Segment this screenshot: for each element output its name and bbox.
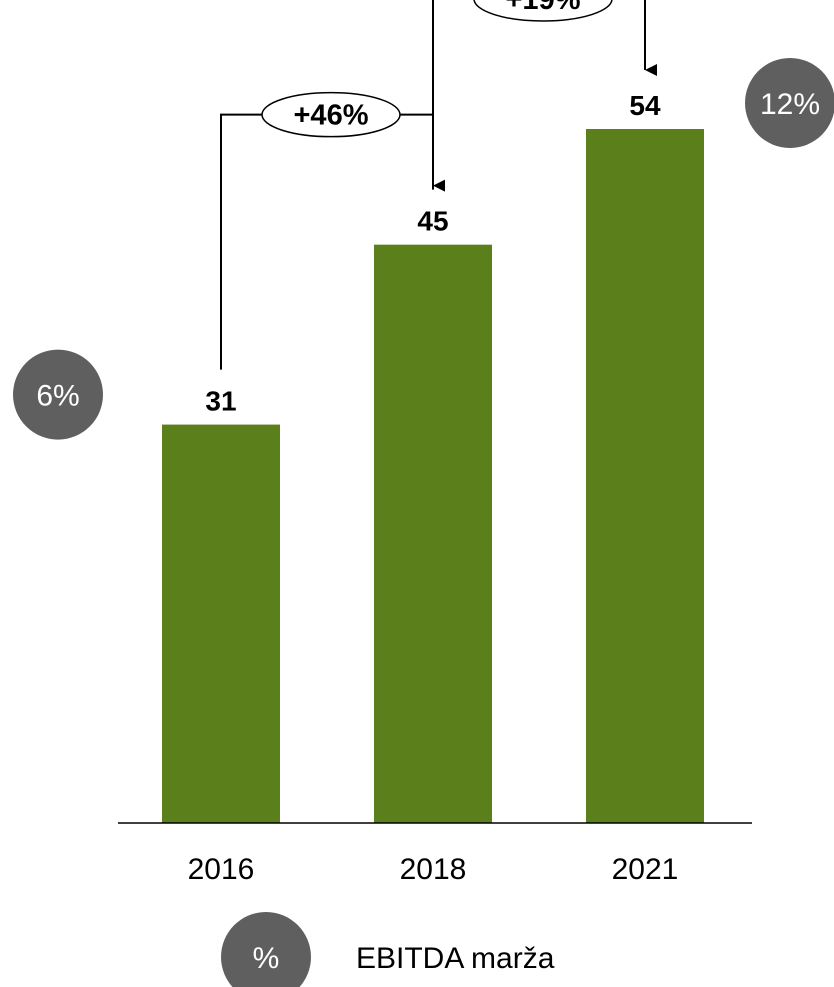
- margin-label-2021: 12%: [760, 88, 820, 121]
- margin-badge-2021: [745, 58, 834, 148]
- bar-2018: [374, 244, 492, 823]
- growth-label-2018-2021: +19%: [506, 0, 581, 16]
- margin-badges-layer: 6% 12%: [13, 58, 834, 440]
- bar-value-2018: 45: [417, 206, 448, 237]
- growth-label-2016-2018: +46%: [294, 100, 369, 132]
- bar-value-2021: 54: [629, 90, 661, 121]
- bar-2021: [586, 129, 704, 823]
- bar-value-2016: 31: [205, 386, 236, 417]
- bar-values-layer: 31 45 54: [205, 90, 661, 417]
- x-tick-2016: 2016: [188, 853, 255, 886]
- growth-annotations-layer: +46% +19%: [220, 0, 657, 370]
- bars-layer: [162, 129, 704, 823]
- legend-badge: [221, 912, 311, 987]
- margin-badge-2016: [13, 349, 103, 440]
- growth-badge-2018-2021: [473, 0, 613, 22]
- growth-bracket-2018-2021: [432, 0, 657, 190]
- legend: % EBITDA marža: [221, 912, 555, 987]
- bar-2016: [162, 424, 280, 823]
- growth-badge-2016-2018: [261, 91, 401, 138]
- x-tick-2018: 2018: [400, 853, 467, 886]
- legend-badge-symbol: %: [253, 942, 280, 975]
- x-tick-labels-layer: 2016 2018 2021: [188, 853, 679, 886]
- legend-label: EBITDA marža: [356, 942, 555, 975]
- margin-label-2016: 6%: [36, 380, 79, 413]
- x-tick-2021: 2021: [612, 853, 679, 886]
